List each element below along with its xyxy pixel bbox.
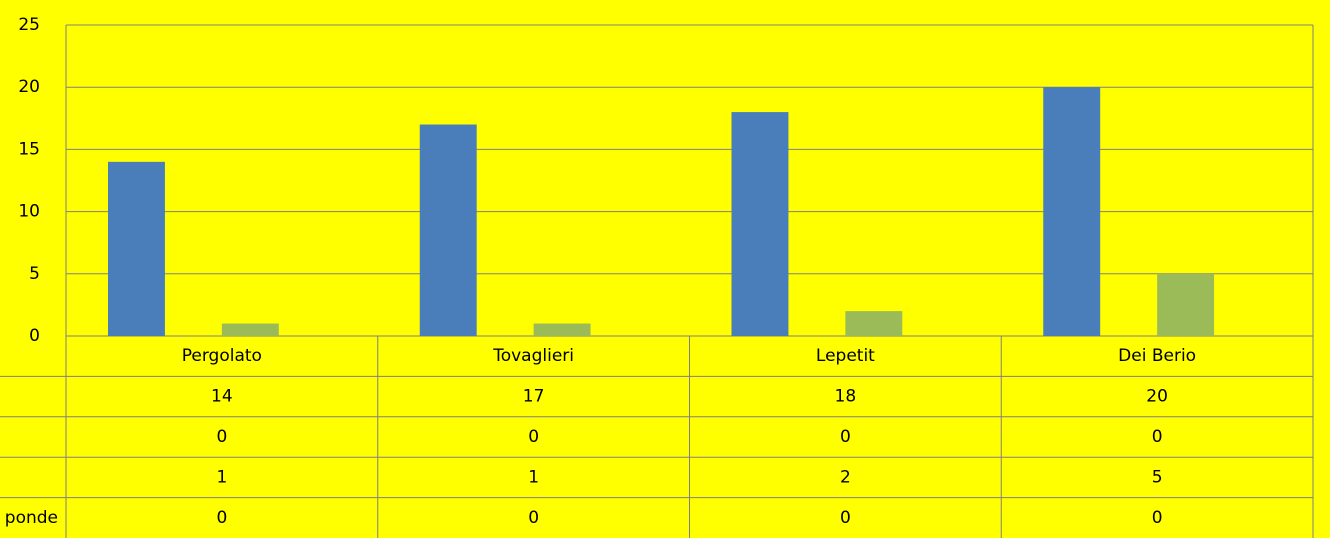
table-value: 1 xyxy=(528,467,539,487)
table-value: 5 xyxy=(1152,467,1163,487)
bar xyxy=(419,124,477,337)
y-tick-label: 15 xyxy=(18,139,40,159)
table-value: 0 xyxy=(840,508,851,528)
table-value: 17 xyxy=(523,387,545,407)
table-value: 14 xyxy=(211,387,233,407)
bar xyxy=(731,112,789,336)
y-tick-label: 20 xyxy=(18,77,40,97)
x-tick-label: Tovaglieri xyxy=(492,346,574,366)
table-value: 0 xyxy=(840,427,851,447)
y-tick-label: 5 xyxy=(29,264,40,284)
x-tick-label: Dei Berio xyxy=(1118,346,1196,366)
legend-label: ponde xyxy=(5,508,58,528)
table-value: 0 xyxy=(1152,427,1163,447)
y-tick-label: 25 xyxy=(18,15,40,35)
table-value: 0 xyxy=(1152,508,1163,528)
table-value: 0 xyxy=(528,508,539,528)
table-value: 0 xyxy=(216,508,227,528)
table-value: 20 xyxy=(1146,387,1168,407)
table-value: 0 xyxy=(528,427,539,447)
table-value: 18 xyxy=(835,387,857,407)
bar xyxy=(845,311,903,336)
x-tick-label: Pergolato xyxy=(182,346,262,366)
table-value: 2 xyxy=(840,467,851,487)
table-value: 0 xyxy=(216,427,227,447)
bar xyxy=(533,323,591,336)
bar xyxy=(108,161,165,336)
bar xyxy=(1157,273,1215,336)
table-value: 1 xyxy=(216,467,227,487)
bar xyxy=(1043,87,1101,336)
y-tick-label: 10 xyxy=(18,202,40,222)
y-tick-label: 0 xyxy=(29,326,40,346)
bar xyxy=(221,323,279,336)
x-tick-label: Lepetit xyxy=(816,346,875,366)
